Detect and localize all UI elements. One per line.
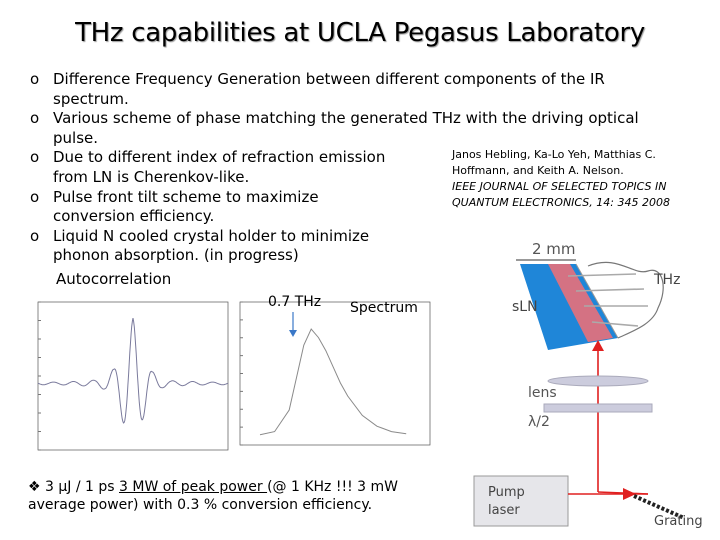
- thz-rays: [567, 273, 648, 327]
- autocorrelation-trace: [37, 318, 229, 424]
- laser-beam-arrow: [623, 488, 636, 500]
- crystal-label: sLN: [512, 299, 538, 315]
- half-wave-plate: [543, 403, 653, 413]
- summary-bullet-icon: ❖: [28, 479, 41, 495]
- pump-laser-box: [473, 475, 569, 527]
- bullet-marker: o: [30, 109, 40, 128]
- reference-journal: IEEE JOURNAL OF SELECTED TOPICS IN QUANT…: [452, 180, 670, 209]
- waveplate-label: λ/2: [528, 414, 550, 430]
- plot-frame: [37, 301, 229, 451]
- bullet-marker: o: [30, 187, 40, 206]
- plot-frame: [239, 301, 431, 446]
- peak-arrow-head: [289, 330, 297, 337]
- summary-text: ❖ 3 μJ / 1 ps 3 MW of peak power (@ 1 KH…: [28, 479, 398, 513]
- reference-citation: Janos Hebling, Ka-Lo Yeh, Matthias C. Ho…: [452, 147, 712, 211]
- laser-label: laser: [488, 503, 520, 518]
- spectrum-chart: [239, 301, 431, 446]
- bullet-marker: o: [30, 70, 40, 88]
- optical-setup-diagram: 2 mm sLN THz lens λ/2 Pump laser Grating: [473, 240, 703, 529]
- bullet-marker: o: [30, 226, 40, 245]
- autocorrelation-label: Autocorrelation: [56, 270, 172, 288]
- peak-power-highlight: 3 MW of peak power: [119, 479, 268, 495]
- tick-marks: [240, 301, 243, 446]
- lens: [547, 375, 649, 387]
- thz-wavefront: [587, 261, 664, 339]
- thz-label: THz: [653, 272, 680, 288]
- grating-label: Grating: [654, 514, 703, 529]
- page-title: THz capabilities at UCLA Pegasus Laborat…: [75, 18, 645, 48]
- bullet-marker: o: [30, 148, 40, 167]
- laser-beam-arrow: [592, 340, 604, 351]
- bullet-item: o Pulse front tilt scheme to maximize con…: [30, 187, 319, 226]
- bullet-item: o Due to different index of refraction em…: [30, 148, 386, 186]
- reference-authors: Janos Hebling, Ka-Lo Yeh, Matthias C. Ho…: [452, 148, 656, 177]
- bullet-item: o Liquid N cooled crystal holder to minim…: [30, 226, 370, 265]
- bullet-list: o Difference Frequency Generation between…: [30, 70, 680, 266]
- autocorrelation-chart: [37, 301, 229, 451]
- grating: [633, 494, 685, 520]
- bullet-item: o Difference Frequency Generation between…: [30, 70, 605, 108]
- size-label: 2 mm: [532, 240, 576, 258]
- bullet-item: o Various scheme of phase matching the ge…: [30, 109, 639, 147]
- spectrum-trace: [259, 328, 407, 436]
- tick-marks: [38, 301, 41, 451]
- spectrum-label: Spectrum: [350, 300, 418, 316]
- lens-label: lens: [528, 385, 557, 401]
- spectrum-peak-label: 0.7 THz: [268, 294, 322, 310]
- pump-label: Pump: [488, 485, 525, 500]
